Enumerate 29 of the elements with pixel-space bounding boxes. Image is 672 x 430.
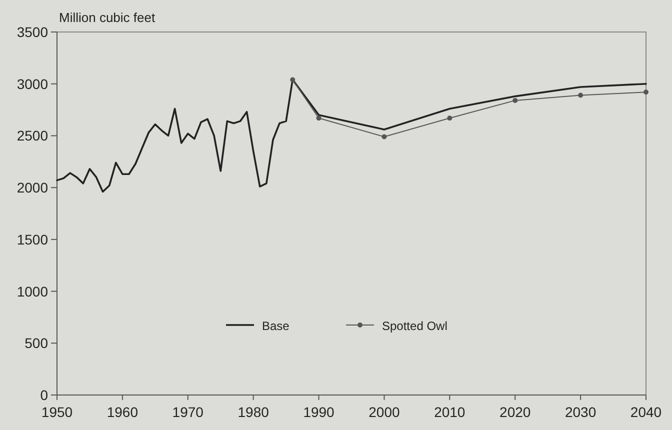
point	[644, 90, 648, 95]
y-tick-label: 2500	[16, 128, 48, 144]
legend-label: Spotted Owl	[382, 319, 448, 333]
x-tick-label: 2010	[434, 404, 466, 420]
point	[316, 116, 322, 121]
x-tick-label: 2000	[368, 404, 400, 420]
x-tick-label: 2030	[564, 404, 596, 420]
legend-label: Base	[262, 319, 290, 333]
point	[578, 92, 584, 98]
y-tick-label: 1000	[16, 283, 48, 300]
y-tick-label: 500	[24, 335, 48, 352]
y-tick-label: 1500	[16, 231, 48, 248]
x-tick-label: 1980	[238, 404, 270, 420]
x-tick-label: 2040	[630, 404, 662, 420]
y-tick-label: 2000	[16, 180, 48, 196]
x-tick-label: 1950	[41, 404, 73, 420]
y-axis-title: Million cubic feet	[59, 10, 156, 25]
x-tick-label: 1990	[303, 404, 335, 420]
point	[290, 77, 296, 82]
x-tick-label: 2020	[500, 404, 531, 420]
y-tick-label: 3000	[16, 76, 48, 92]
y-tick-label: 3500	[16, 24, 48, 40]
point	[382, 134, 387, 140]
point	[447, 116, 452, 121]
line-series	[56, 78, 647, 193]
point	[512, 98, 518, 103]
x-tick-label: 1960	[106, 404, 138, 420]
x-tick-label: 1970	[172, 404, 204, 420]
y-tick-label: 0	[40, 387, 48, 403]
